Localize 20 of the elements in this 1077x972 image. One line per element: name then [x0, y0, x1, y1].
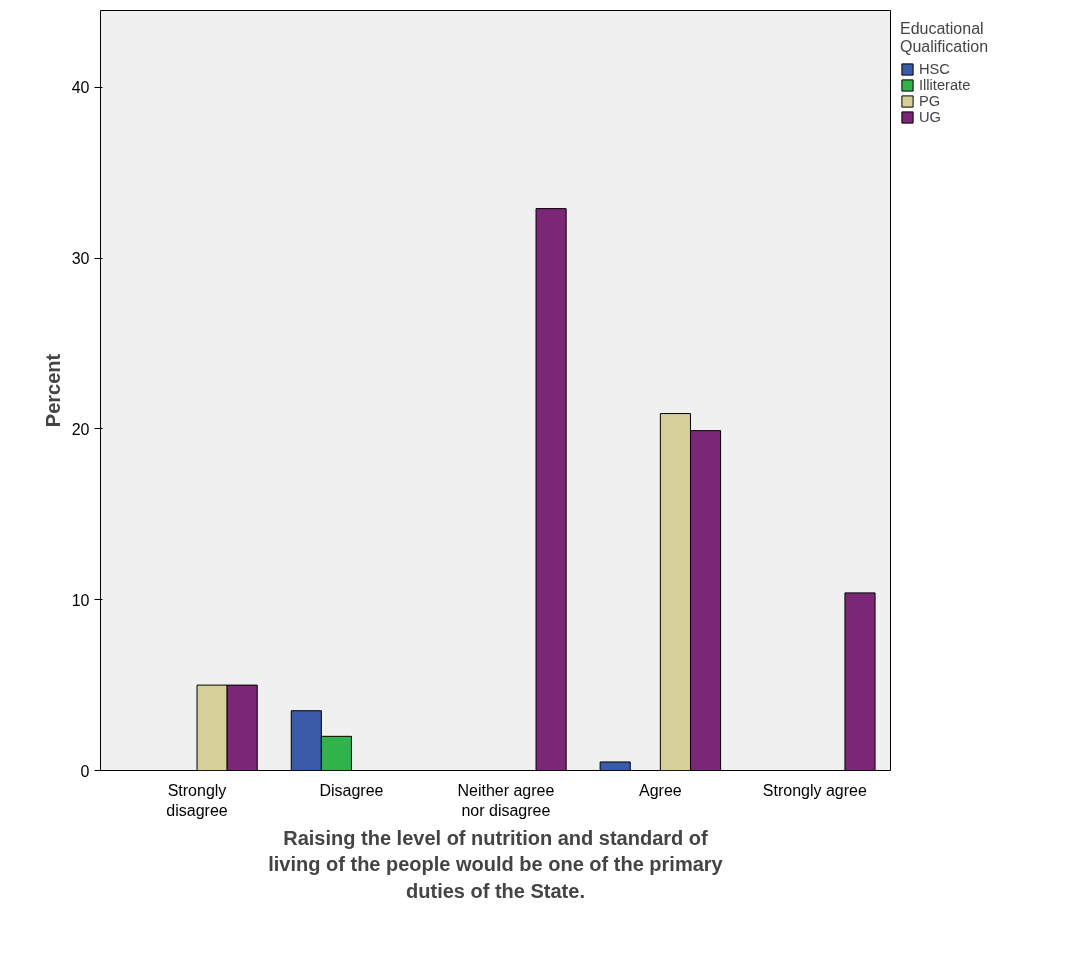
legend-label: UG [919, 109, 941, 125]
bar [535, 208, 567, 771]
x-tick-label: Neither agree nor disagree [457, 781, 555, 819]
legend-label: HSC [919, 61, 950, 77]
bar [844, 592, 876, 771]
y-tick-label: 0 [80, 762, 90, 780]
x-tick-label: Strongly disagree [166, 781, 228, 819]
x-tick-label: Strongly agree [762, 781, 867, 799]
y-tick-label: 20 [71, 420, 90, 438]
y-axis-title: Percent [41, 353, 64, 428]
bar [599, 761, 631, 771]
y-tick-label: 40 [71, 79, 90, 97]
x-tick-label: Agree [639, 781, 682, 799]
y-tick-label: 10 [71, 591, 90, 609]
legend-label: Illiterate [919, 77, 971, 93]
x-axis-title: Raising the level of nutrition and standard of living of the people would be one of the primary duties of the State. [268, 826, 724, 902]
x-tick-label: Disagree [319, 781, 384, 799]
y-tick-label: 30 [71, 250, 90, 268]
legend-label: PG [919, 93, 941, 109]
legend-title: Educational Qualification [900, 20, 989, 56]
